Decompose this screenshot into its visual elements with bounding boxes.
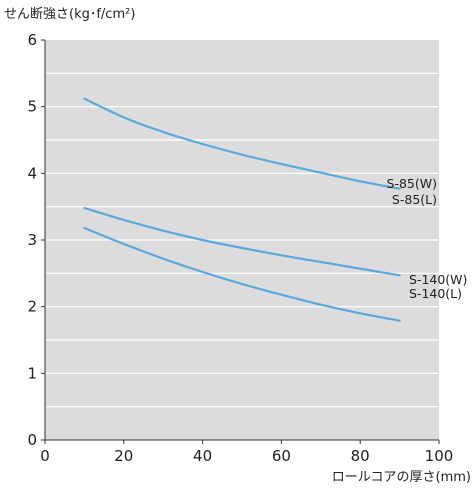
series-lines [83,97,401,322]
x-tick-label: 80 [351,447,370,465]
y-axis-ticks: 0 1 2 3 4 5 6 [27,31,45,449]
y-tick-label: 5 [27,98,37,116]
series-line-s-140-w [83,206,401,277]
y-tick-label: 4 [27,164,37,182]
y-axis-label: せん断強さ(kg･f/cm²) [4,7,135,22]
x-axis-ticks: 0 20 40 60 80 100 [40,440,453,465]
x-tick-label: 20 [114,447,133,465]
x-tick-label: 60 [272,447,291,465]
series-label: S-140(W) [409,272,467,287]
series-label: S-85(L) [392,192,437,207]
series-label: S-85(W) [387,176,437,191]
series-label: S-140(L) [409,286,462,301]
y-tick-label: 6 [27,31,37,49]
series-labels: S-85(W)S-85(L) S-140(W)S-140(L) [387,176,468,301]
y-tick-label: 0 [27,431,37,449]
x-tick-label: 0 [40,447,50,465]
series-line-s-140-l [83,226,401,322]
y-tick-label: 2 [27,298,37,316]
x-axis-label: ロールコアの厚さ(mm) [332,470,471,485]
series-line-s-85-w [83,97,401,190]
y-tick-label: 3 [27,231,37,249]
gridlines [45,72,439,408]
x-tick-label: 100 [425,447,454,465]
y-tick-label: 1 [27,364,37,382]
x-tick-label: 40 [193,447,212,465]
